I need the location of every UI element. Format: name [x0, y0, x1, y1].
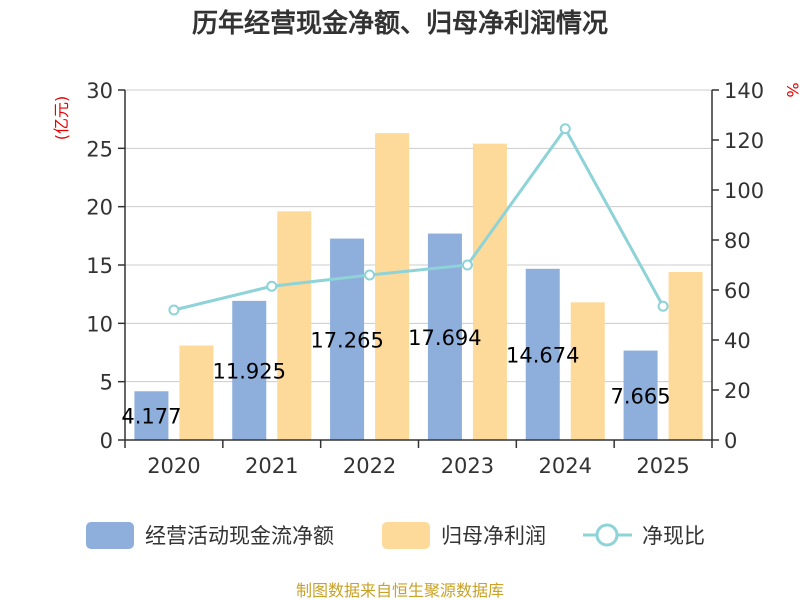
bar-profit: [375, 133, 410, 440]
ratio-point: [559, 123, 571, 135]
right-tick-label: 0: [724, 429, 737, 453]
bar-value-label: 7.665: [611, 384, 671, 408]
bar-value-label: 17.694: [408, 326, 481, 350]
bar-value-label: 17.265: [310, 328, 383, 352]
bar-cashflow: [134, 391, 169, 440]
right-tick-label: 120: [724, 129, 764, 153]
bar-labels: 4.177 11.925 17.265 17.694 14.674 7.665: [121, 326, 670, 429]
legend-label-cashflow: 经营活动现金流净额: [145, 524, 334, 548]
legend-label-profit: 归母净利润: [441, 524, 546, 548]
bars: [134, 133, 703, 440]
x-tick-label: 2025: [636, 454, 689, 478]
bar-cashflow: [525, 268, 560, 440]
legend-swatch-cashflow: [86, 522, 134, 549]
x-tick-label: 2022: [343, 454, 396, 478]
right-tick-label: 100: [724, 179, 764, 203]
right-tick-label: 80: [724, 229, 751, 253]
bar-profit: [668, 272, 703, 440]
left-tick-label: 10: [86, 312, 113, 336]
ratio-line: [173, 125, 665, 312]
left-tick-label: 0: [100, 429, 113, 453]
x-tick-label: 2021: [245, 454, 298, 478]
x-tick-label: 2020: [147, 454, 200, 478]
bar-value-label: 14.674: [506, 343, 579, 367]
bar-profit: [277, 211, 312, 440]
line-series: [168, 123, 669, 316]
legend-marker-ratio: [595, 523, 619, 547]
right-tick-label: 20: [724, 379, 751, 403]
right-tick-label: 40: [724, 329, 751, 353]
gridlines: [125, 89, 712, 383]
bar-cashflow: [232, 300, 267, 440]
bar-value-label: 11.925: [213, 359, 286, 383]
left-tick-label: 30: [86, 79, 113, 103]
legend-swatch-profit: [382, 522, 430, 549]
ratio-point: [657, 300, 669, 312]
x-tick-label: 2024: [539, 454, 592, 478]
ratio-point: [168, 304, 180, 316]
bar-profit: [472, 143, 507, 440]
right-tick-label: 60: [724, 279, 751, 303]
legend-label-ratio: 净现比: [642, 524, 705, 548]
x-tick-label: 2023: [441, 454, 494, 478]
left-tick-label: 20: [86, 196, 113, 220]
bar-value-label: 4.177: [121, 405, 181, 429]
legend: 经营活动现金流净额 归母净利润 净现比: [86, 522, 705, 549]
ratio-point: [364, 269, 376, 281]
ratio-point: [266, 280, 278, 292]
bar-profit: [179, 345, 214, 440]
chart-title: 历年经营现金净额、归母净利润情况: [192, 8, 608, 39]
ratio-point: [461, 259, 473, 271]
bar-cashflow: [623, 350, 658, 440]
left-tick-label: 5: [100, 371, 113, 395]
bar-profit: [570, 302, 605, 440]
left-tick-label: 15: [86, 254, 113, 278]
right-tick-label: 140: [724, 79, 764, 103]
bar-cashflow: [330, 238, 365, 440]
left-tick-label: 25: [86, 137, 113, 161]
left-axis-unit: (亿元): [52, 96, 71, 141]
source-note: 制图数据来自恒生聚源数据库: [296, 581, 504, 600]
right-axis-unit: %: [783, 82, 800, 97]
